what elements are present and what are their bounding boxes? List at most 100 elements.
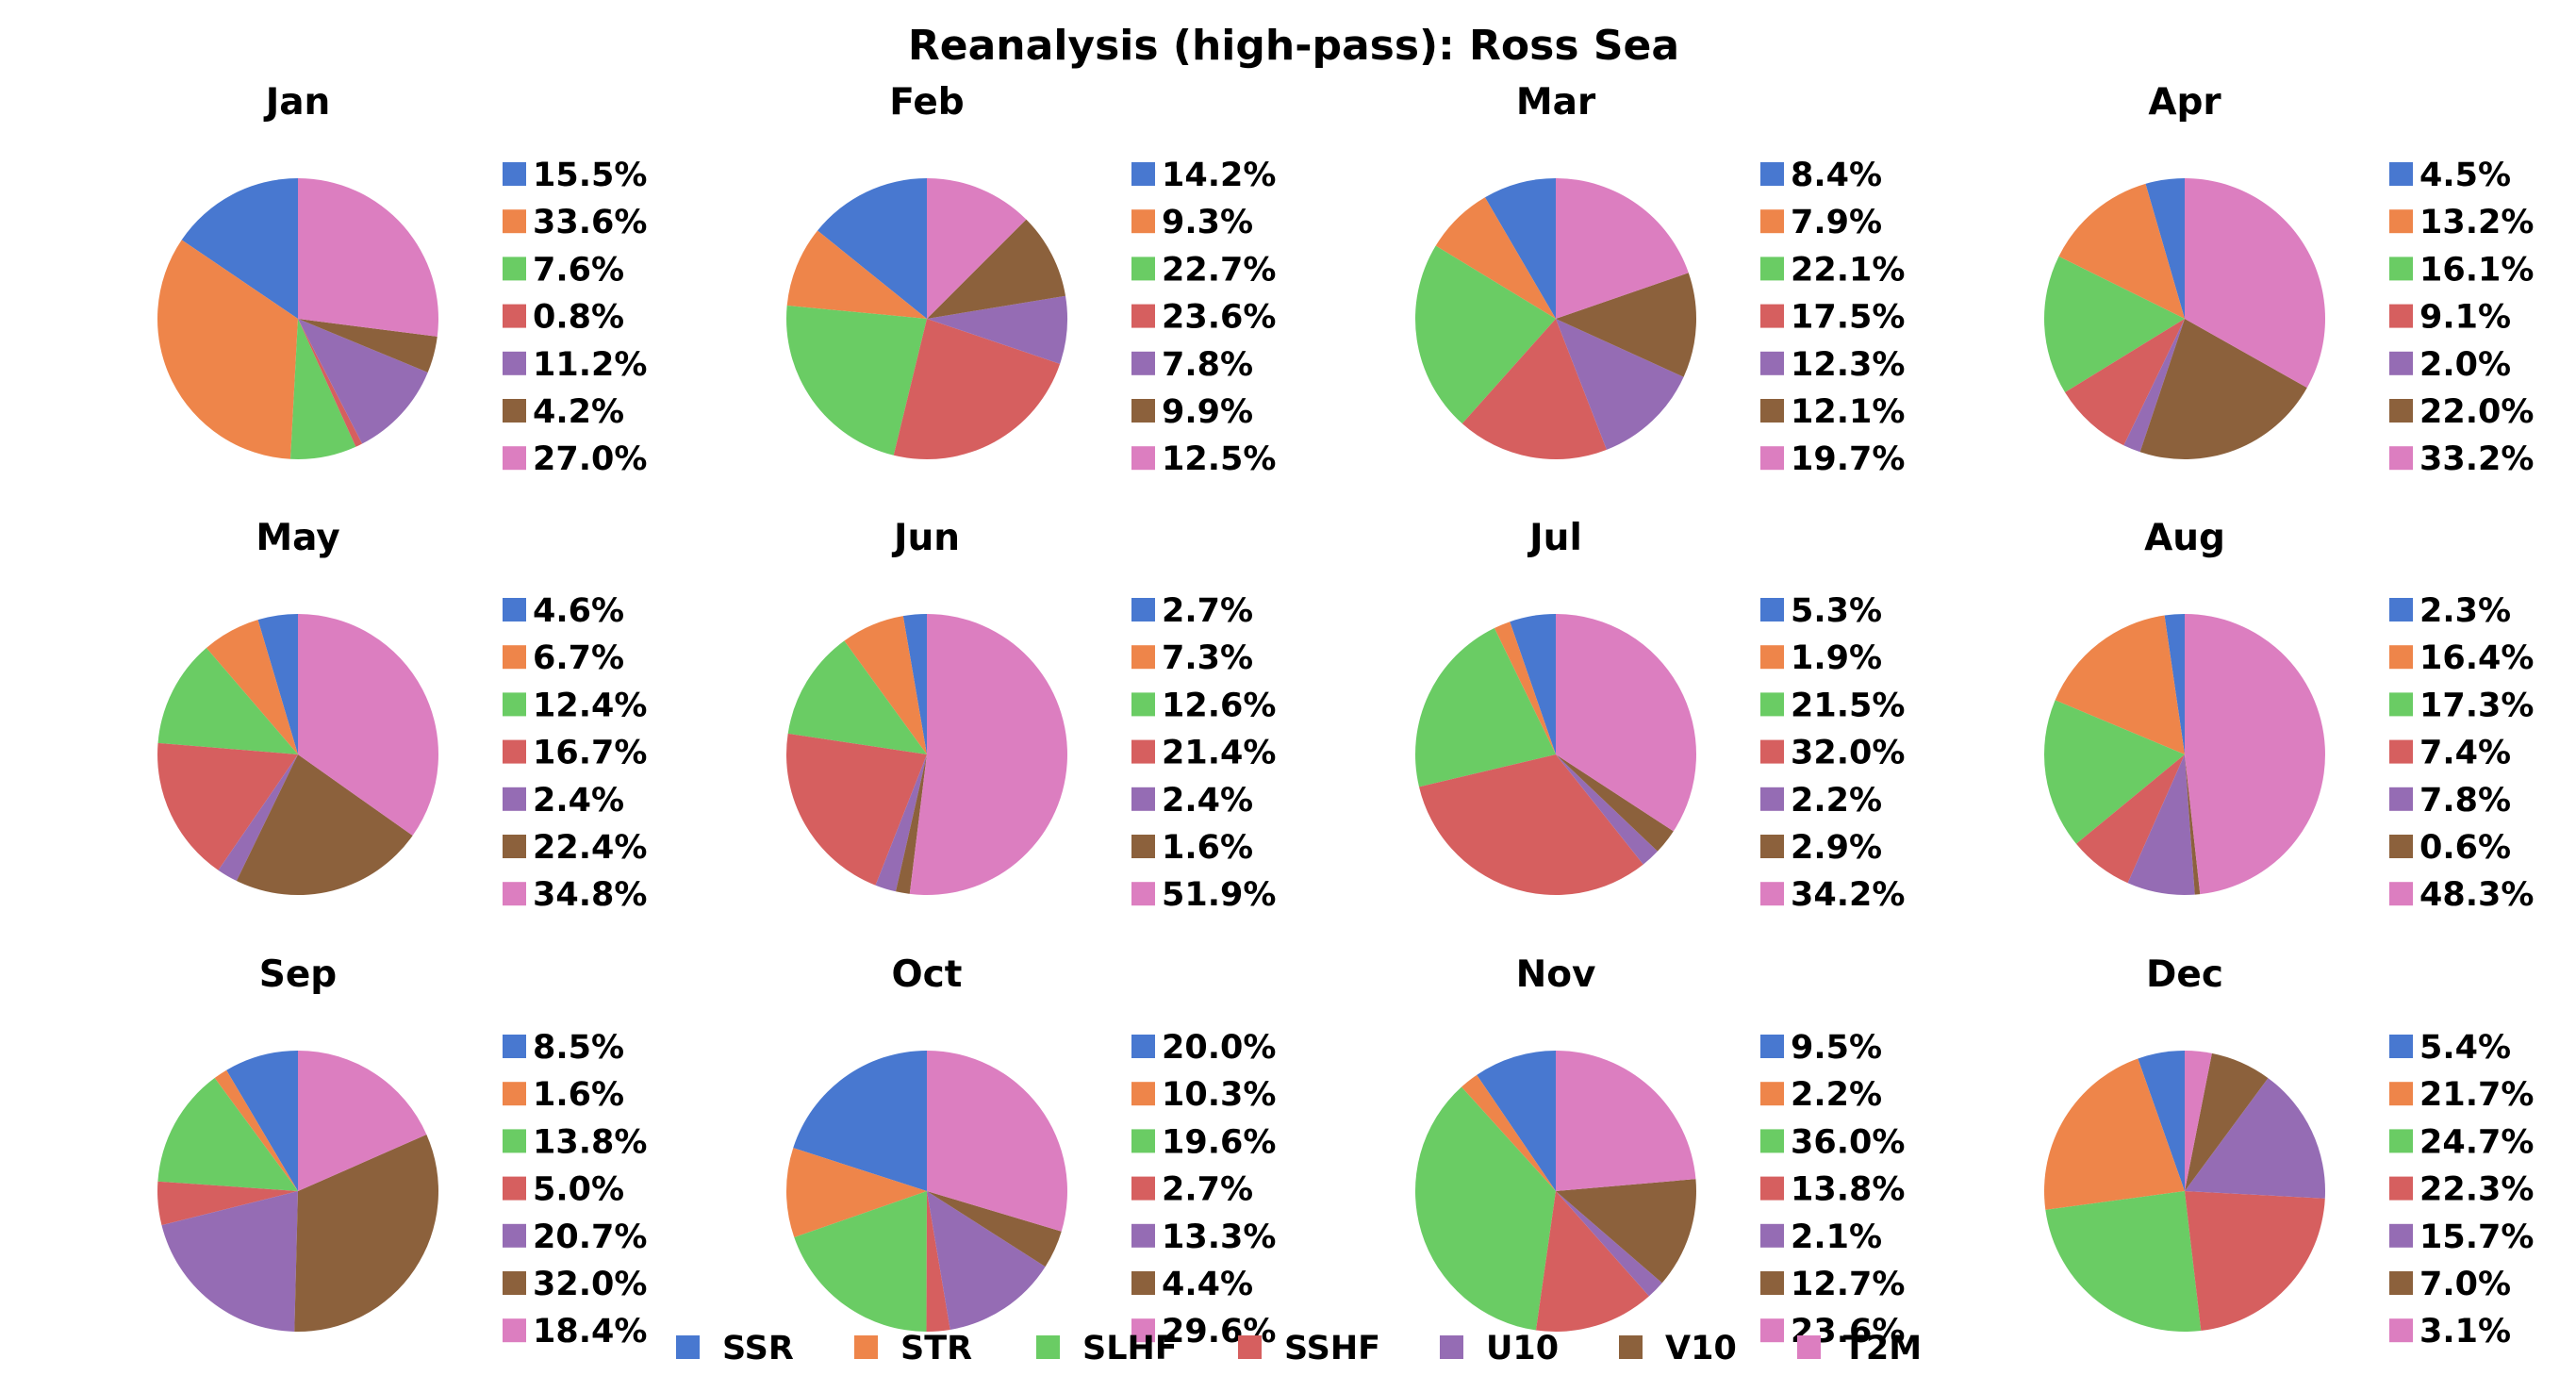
pie-slice-jun-u10 xyxy=(875,754,927,892)
value-swatch-jun-v10 xyxy=(1131,835,1155,858)
value-swatch-apr-v10 xyxy=(2389,399,2413,423)
value-label-jun-ssr: 2.7% xyxy=(1162,592,1253,630)
value-label-jan-u10: 11.2% xyxy=(533,346,647,384)
pie-slice-mar-t2m xyxy=(1556,178,1689,319)
pie-slice-feb-str xyxy=(786,230,927,319)
subplot-title-feb: Feb xyxy=(889,81,964,124)
legend-swatch-ssr xyxy=(676,1335,700,1359)
value-swatch-jun-t2m xyxy=(1131,882,1155,906)
value-swatch-nov-v10 xyxy=(1760,1271,1784,1295)
value-swatch-jan-slhf xyxy=(503,257,526,281)
value-label-mar-slhf: 22.1% xyxy=(1791,251,1905,289)
subplot-title-mar: Mar xyxy=(1516,81,1596,124)
pie-slice-feb-t2m xyxy=(927,178,1027,319)
pie-slice-jan-slhf xyxy=(290,319,356,460)
pie-panel-apr: Apr 4.5% 13.2% 16.1% 9.1% 2.0% 22.0% 33.2% xyxy=(2044,81,2534,478)
legend: SSR STR SLHF SSHF U10 V10 T2M xyxy=(676,1330,1922,1367)
value-swatch-sep-sshf xyxy=(503,1176,526,1201)
value-swatch-aug-v10 xyxy=(2389,835,2413,858)
value-swatch-jan-str xyxy=(503,209,526,234)
legend-swatch-u10 xyxy=(1440,1335,1463,1359)
legend-swatch-sshf xyxy=(1238,1335,1262,1359)
value-label-mar-t2m: 19.7% xyxy=(1791,440,1905,478)
value-swatch-nov-slhf xyxy=(1760,1129,1784,1153)
legend-swatch-str xyxy=(854,1335,878,1359)
pie-slice-mar-ssr xyxy=(1484,178,1556,319)
pie-slice-jun-ssr xyxy=(902,614,927,754)
value-swatch-mar-slhf xyxy=(1760,257,1784,281)
pie-slice-nov-sshf xyxy=(1535,1191,1649,1332)
value-label-nov-ssr: 9.5% xyxy=(1791,1029,1882,1067)
value-label-feb-sshf: 23.6% xyxy=(1162,299,1276,337)
pie-slice-apr-ssr xyxy=(2145,178,2185,319)
value-swatch-jan-sshf xyxy=(503,304,526,328)
pie-slice-aug-ssr xyxy=(2164,614,2185,754)
subplot-title-may: May xyxy=(256,517,339,559)
pie-slice-jan-ssr xyxy=(181,178,298,319)
pie-slice-feb-slhf xyxy=(785,305,927,456)
pie-slice-may-ssr xyxy=(257,614,298,754)
pie-slice-aug-v10 xyxy=(2185,754,2201,895)
value-swatch-dec-u10 xyxy=(2389,1223,2413,1248)
value-swatch-apr-ssr xyxy=(2389,162,2413,186)
legend-label-u10: U10 xyxy=(1486,1330,1559,1367)
legend-label-v10: V10 xyxy=(1665,1330,1737,1367)
value-swatch-dec-slhf xyxy=(2389,1129,2413,1153)
legend-swatch-t2m xyxy=(1797,1335,1821,1359)
value-swatch-jan-v10 xyxy=(503,399,526,423)
pie-slice-jul-u10 xyxy=(1556,754,1658,865)
value-label-jun-v10: 1.6% xyxy=(1162,829,1253,867)
value-label-sep-v10: 32.0% xyxy=(533,1266,647,1303)
value-swatch-jul-slhf xyxy=(1760,692,1784,717)
value-label-apr-v10: 22.0% xyxy=(2419,393,2534,431)
value-swatch-may-u10 xyxy=(503,787,526,811)
pie-slice-apr-str xyxy=(2058,183,2185,319)
value-label-jun-str: 7.3% xyxy=(1162,639,1253,677)
value-swatch-mar-ssr xyxy=(1760,162,1784,186)
pie-slice-sep-t2m xyxy=(298,1051,427,1191)
value-label-jul-str: 1.9% xyxy=(1791,639,1882,677)
pie-slice-apr-t2m xyxy=(2185,177,2326,389)
pie-slice-jul-sshf xyxy=(1419,754,1643,896)
pie-slice-sep-ssr xyxy=(226,1051,298,1191)
pie-slice-jan-v10 xyxy=(298,319,438,373)
value-swatch-oct-slhf xyxy=(1131,1129,1155,1153)
value-label-nov-v10: 12.7% xyxy=(1791,1266,1905,1303)
pie-slice-dec-str xyxy=(2044,1058,2185,1210)
legend-label-slhf: SLHF xyxy=(1082,1330,1178,1367)
value-label-sep-u10: 20.7% xyxy=(533,1218,647,1256)
legend-label-sshf: SSHF xyxy=(1284,1330,1380,1367)
value-swatch-oct-t2m xyxy=(1131,1318,1155,1343)
value-swatch-feb-str xyxy=(1131,209,1155,234)
subplot-title-nov: Nov xyxy=(1516,953,1596,996)
value-label-oct-v10: 4.4% xyxy=(1162,1266,1253,1303)
subplot-title-jul: Jul xyxy=(1527,517,1582,559)
subplot-title-sep: Sep xyxy=(259,953,337,996)
value-label-jan-slhf: 7.6% xyxy=(533,251,624,289)
value-label-jun-sshf: 21.4% xyxy=(1162,735,1276,772)
pie-slice-sep-sshf xyxy=(157,1181,298,1226)
value-label-sep-ssr: 8.5% xyxy=(533,1029,624,1067)
pie-panel-may: May 4.6% 6.7% 12.4% 16.7% 2.4% 22.4% 34.8% xyxy=(157,517,647,914)
pie-slice-nov-t2m xyxy=(1556,1051,1696,1191)
value-label-jul-sshf: 32.0% xyxy=(1791,735,1905,772)
pie-slice-aug-t2m xyxy=(2185,614,2325,895)
pie-slice-dec-slhf xyxy=(2045,1191,2202,1332)
value-label-oct-u10: 13.3% xyxy=(1162,1218,1276,1256)
subplot-title-oct: Oct xyxy=(892,953,963,996)
value-swatch-aug-slhf xyxy=(2389,692,2413,717)
pie-slice-jul-t2m xyxy=(1556,614,1696,832)
value-swatch-sep-v10 xyxy=(503,1271,526,1295)
pie-slice-dec-t2m xyxy=(2185,1051,2212,1191)
value-swatch-oct-ssr xyxy=(1131,1035,1155,1058)
value-label-aug-t2m: 48.3% xyxy=(2419,876,2534,914)
value-label-jul-ssr: 5.3% xyxy=(1791,592,1882,630)
pie-slice-jun-sshf xyxy=(786,733,927,886)
value-label-jan-sshf: 0.8% xyxy=(533,299,624,337)
pie-slice-dec-ssr xyxy=(2138,1051,2185,1191)
value-swatch-nov-sshf xyxy=(1760,1176,1784,1201)
value-label-feb-slhf: 22.7% xyxy=(1162,251,1276,289)
